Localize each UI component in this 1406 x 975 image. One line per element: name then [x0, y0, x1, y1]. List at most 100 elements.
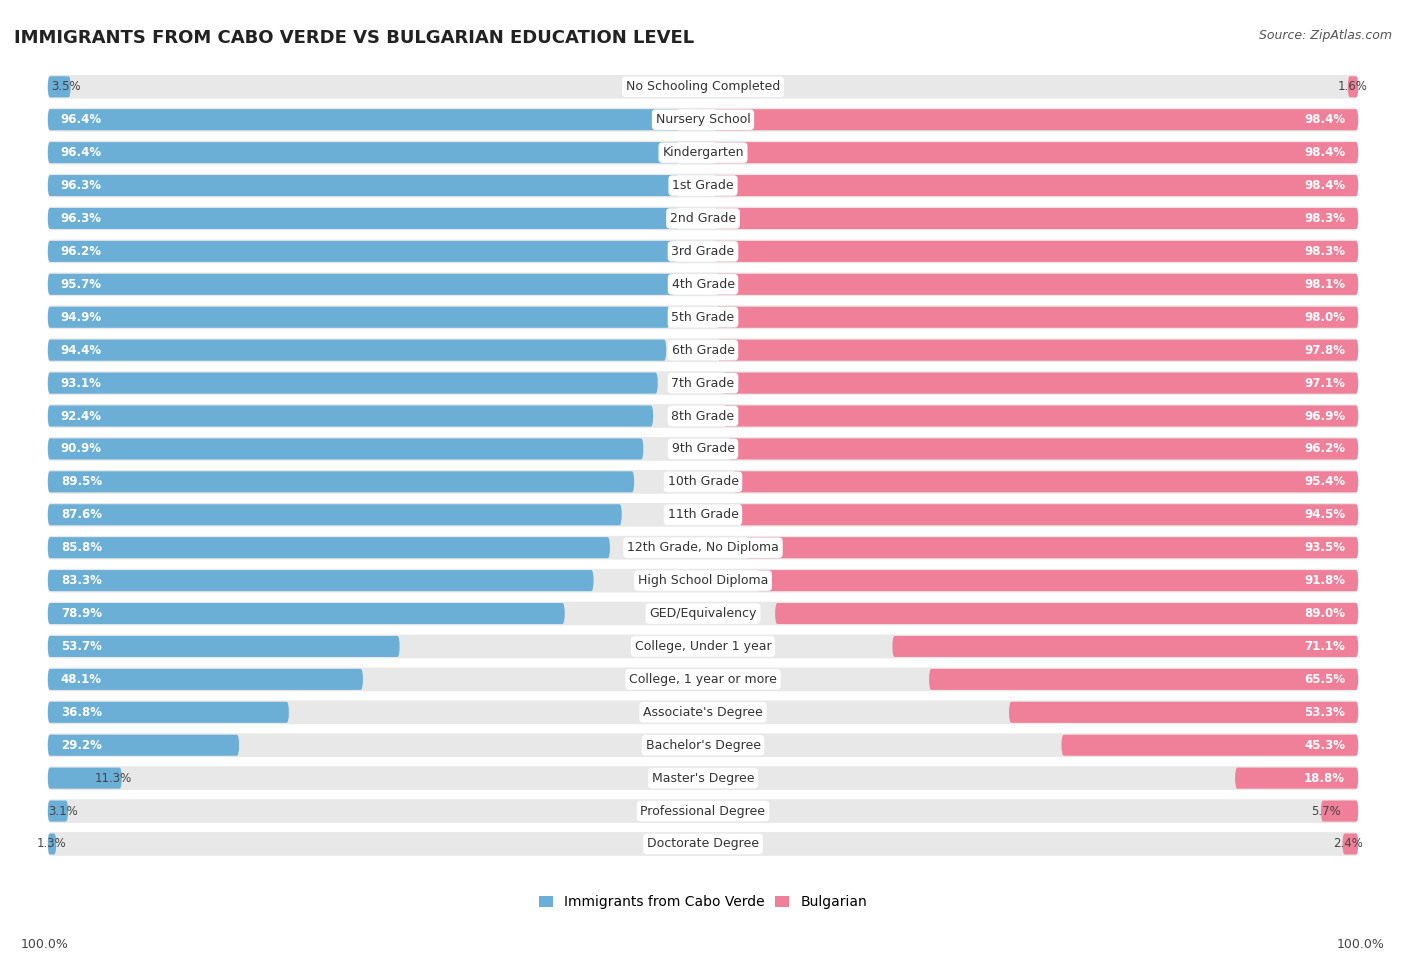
FancyBboxPatch shape [48, 568, 1358, 593]
Text: 97.1%: 97.1% [1305, 376, 1346, 390]
FancyBboxPatch shape [48, 140, 1358, 165]
Text: College, Under 1 year: College, Under 1 year [634, 640, 772, 653]
Text: 92.4%: 92.4% [60, 410, 101, 422]
FancyBboxPatch shape [1062, 735, 1358, 756]
FancyBboxPatch shape [48, 207, 1358, 230]
FancyBboxPatch shape [48, 537, 610, 559]
FancyBboxPatch shape [48, 702, 288, 722]
FancyBboxPatch shape [893, 636, 1358, 657]
Text: IMMIGRANTS FROM CABO VERDE VS BULGARIAN EDUCATION LEVEL: IMMIGRANTS FROM CABO VERDE VS BULGARIAN … [14, 29, 695, 47]
FancyBboxPatch shape [48, 635, 1358, 658]
FancyBboxPatch shape [48, 109, 679, 131]
Text: 95.4%: 95.4% [1303, 476, 1346, 488]
FancyBboxPatch shape [48, 503, 1358, 526]
FancyBboxPatch shape [48, 274, 675, 294]
Text: No Schooling Completed: No Schooling Completed [626, 80, 780, 94]
FancyBboxPatch shape [48, 733, 1358, 757]
Text: 95.7%: 95.7% [60, 278, 101, 291]
Text: 89.0%: 89.0% [1305, 607, 1346, 620]
Text: Professional Degree: Professional Degree [641, 804, 765, 818]
FancyBboxPatch shape [48, 602, 1358, 625]
Text: 94.4%: 94.4% [60, 343, 103, 357]
Text: 91.8%: 91.8% [1305, 574, 1346, 587]
Text: 12th Grade, No Diploma: 12th Grade, No Diploma [627, 541, 779, 554]
FancyBboxPatch shape [48, 504, 621, 526]
Text: 53.7%: 53.7% [60, 640, 101, 653]
Text: 83.3%: 83.3% [60, 574, 101, 587]
Text: 53.3%: 53.3% [1305, 706, 1346, 719]
FancyBboxPatch shape [48, 536, 1358, 560]
FancyBboxPatch shape [717, 339, 1358, 361]
Text: 97.8%: 97.8% [1305, 343, 1346, 357]
Text: 7th Grade: 7th Grade [672, 376, 734, 390]
FancyBboxPatch shape [48, 834, 56, 854]
FancyBboxPatch shape [48, 176, 679, 196]
FancyBboxPatch shape [714, 241, 1358, 262]
FancyBboxPatch shape [740, 504, 1358, 526]
FancyBboxPatch shape [713, 109, 1358, 131]
Text: 1.3%: 1.3% [37, 838, 66, 850]
Text: 87.6%: 87.6% [60, 508, 101, 522]
Text: 11.3%: 11.3% [94, 771, 132, 785]
FancyBboxPatch shape [48, 307, 669, 328]
Text: 9th Grade: 9th Grade [672, 443, 734, 455]
FancyBboxPatch shape [48, 800, 67, 822]
Text: GED/Equivalency: GED/Equivalency [650, 607, 756, 620]
FancyBboxPatch shape [48, 305, 1358, 330]
Text: Kindergarten: Kindergarten [662, 146, 744, 159]
Text: 29.2%: 29.2% [60, 739, 101, 752]
Text: Doctorate Degree: Doctorate Degree [647, 838, 759, 850]
Text: 94.5%: 94.5% [1303, 508, 1346, 522]
Text: 90.9%: 90.9% [60, 443, 101, 455]
FancyBboxPatch shape [48, 338, 1358, 362]
FancyBboxPatch shape [1348, 76, 1358, 98]
FancyBboxPatch shape [48, 272, 1358, 296]
FancyBboxPatch shape [716, 307, 1358, 328]
Text: 96.2%: 96.2% [1305, 443, 1346, 455]
FancyBboxPatch shape [713, 142, 1358, 163]
Text: 96.3%: 96.3% [60, 212, 101, 225]
Text: 5th Grade: 5th Grade [672, 311, 734, 324]
Text: 98.0%: 98.0% [1305, 311, 1346, 324]
FancyBboxPatch shape [48, 405, 1358, 428]
FancyBboxPatch shape [48, 766, 1358, 790]
FancyBboxPatch shape [714, 208, 1358, 229]
Text: 3.5%: 3.5% [51, 80, 80, 94]
FancyBboxPatch shape [48, 471, 634, 492]
FancyBboxPatch shape [48, 470, 1358, 493]
FancyBboxPatch shape [48, 208, 679, 229]
FancyBboxPatch shape [48, 240, 1358, 263]
FancyBboxPatch shape [48, 668, 1358, 691]
FancyBboxPatch shape [48, 372, 658, 394]
FancyBboxPatch shape [48, 406, 654, 426]
FancyBboxPatch shape [48, 174, 1358, 197]
Text: 4th Grade: 4th Grade [672, 278, 734, 291]
FancyBboxPatch shape [48, 339, 666, 361]
Text: 10th Grade: 10th Grade [668, 476, 738, 488]
Text: Source: ZipAtlas.com: Source: ZipAtlas.com [1258, 29, 1392, 42]
Text: 71.1%: 71.1% [1305, 640, 1346, 653]
Text: 36.8%: 36.8% [60, 706, 101, 719]
FancyBboxPatch shape [1010, 702, 1358, 722]
Text: 3rd Grade: 3rd Grade [672, 245, 734, 258]
FancyBboxPatch shape [745, 537, 1358, 559]
FancyBboxPatch shape [48, 700, 1358, 724]
FancyBboxPatch shape [48, 142, 679, 163]
FancyBboxPatch shape [929, 669, 1358, 690]
Text: 93.1%: 93.1% [60, 376, 101, 390]
Text: 98.3%: 98.3% [1305, 245, 1346, 258]
FancyBboxPatch shape [48, 371, 1358, 395]
Text: 96.4%: 96.4% [60, 146, 103, 159]
Text: 2.4%: 2.4% [1333, 838, 1362, 850]
FancyBboxPatch shape [48, 76, 70, 98]
Text: Master's Degree: Master's Degree [652, 771, 754, 785]
Text: 2nd Grade: 2nd Grade [669, 212, 737, 225]
FancyBboxPatch shape [48, 767, 122, 789]
Text: 96.3%: 96.3% [60, 179, 101, 192]
FancyBboxPatch shape [48, 669, 363, 690]
FancyBboxPatch shape [713, 176, 1358, 196]
FancyBboxPatch shape [48, 108, 1358, 132]
Text: 96.9%: 96.9% [1303, 410, 1346, 422]
Text: 94.9%: 94.9% [60, 311, 103, 324]
FancyBboxPatch shape [48, 75, 1358, 98]
